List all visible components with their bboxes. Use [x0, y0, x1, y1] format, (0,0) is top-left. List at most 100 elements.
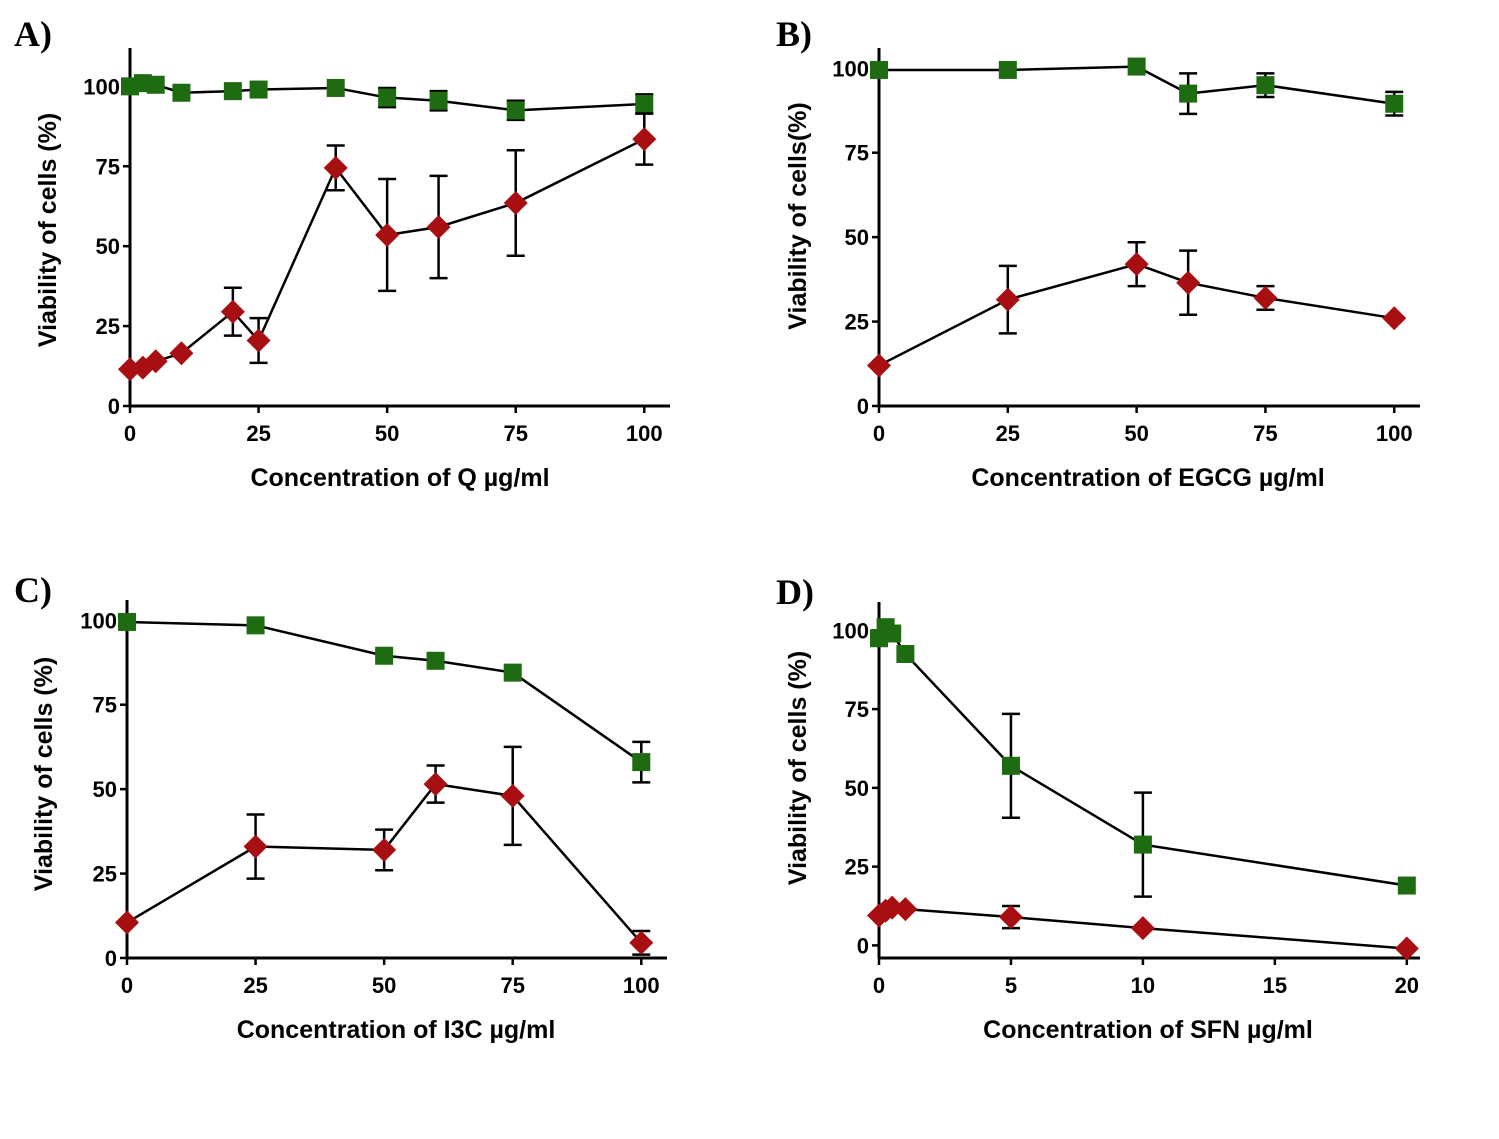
panel-b: B) Concentration of EGCG µg/ml Viability…	[776, 14, 1420, 492]
y-axis-title-a: Viability of cells (%)	[34, 113, 62, 347]
data-point-diamond-a-8	[426, 215, 451, 239]
x-tick-label-b-3: 75	[1253, 421, 1277, 446]
data-point-diamond-c-1	[243, 834, 268, 859]
x-axis-title-a: Concentration of Q µg/ml	[250, 464, 549, 492]
data-point-square-b-5	[1385, 94, 1404, 113]
x-tick-label-d-0: 0	[873, 973, 885, 998]
y-tick-label-c-0: 0	[105, 946, 117, 971]
x-tick-label-c-1: 25	[243, 973, 267, 998]
data-point-square-d-5	[1133, 835, 1152, 854]
x-tick-label-b-1: 25	[996, 421, 1020, 446]
data-point-diamond-a-9	[503, 191, 528, 216]
x-tick-label-d-1: 5	[1005, 973, 1017, 998]
data-point-square-c-4	[503, 663, 522, 682]
panel-label-c: C)	[14, 570, 52, 610]
data-point-diamond-b-1	[995, 287, 1020, 312]
data-point-diamond-d-4	[998, 905, 1023, 930]
x-tick-label-d-2: 10	[1131, 973, 1155, 998]
y-axis-title-b: Viability of cells(%)	[784, 102, 812, 329]
x-tick-label-b-4: 100	[1376, 421, 1413, 446]
data-point-diamond-a-6	[323, 155, 348, 180]
data-point-diamond-c-2	[372, 837, 397, 862]
data-point-diamond-b-2	[1124, 252, 1149, 277]
x-tick-label-c-3: 75	[500, 973, 524, 998]
data-point-square-a-3	[172, 83, 191, 102]
data-point-diamond-b-4	[1253, 285, 1278, 310]
data-point-square-a-2	[146, 75, 165, 94]
data-point-diamond-d-5	[1130, 916, 1155, 941]
x-tick-label-d-3: 15	[1263, 973, 1287, 998]
data-point-diamond-a-7	[375, 222, 400, 247]
y-tick-label-b-0: 0	[857, 394, 869, 419]
data-point-diamond-a-3	[169, 341, 194, 366]
data-point-diamond-b-3	[1176, 270, 1201, 295]
data-point-square-a-5	[249, 80, 268, 99]
x-tick-label-a-2: 50	[375, 421, 399, 446]
data-point-diamond-b-5	[1382, 306, 1407, 331]
data-point-square-d-2	[883, 624, 902, 643]
data-point-diamond-a-4	[220, 299, 245, 324]
y-axis-title-d: Viability of cells (%)	[784, 651, 812, 885]
data-point-square-d-6	[1397, 876, 1416, 895]
data-point-diamond-a-10	[632, 127, 657, 152]
y-axis-title-c: Viability of cells (%)	[30, 657, 58, 891]
data-point-square-c-1	[246, 616, 265, 635]
data-point-square-a-7	[378, 88, 397, 107]
data-point-square-b-1	[998, 60, 1017, 79]
x-tick-label-c-0: 0	[121, 973, 133, 998]
panel-label-a: A)	[14, 14, 52, 54]
y-tick-label-b-3: 75	[845, 141, 869, 166]
panel-a: A) Concentration of Q µg/ml Viability of…	[14, 14, 670, 492]
data-point-diamond-c-0	[115, 910, 139, 935]
data-point-square-c-3	[426, 651, 445, 670]
data-point-square-d-3	[896, 644, 915, 663]
y-tick-label-a-1: 25	[96, 314, 120, 339]
data-point-square-b-2	[1127, 57, 1146, 76]
y-tick-label-d-2: 50	[845, 776, 869, 801]
panel-label-d: D)	[776, 572, 814, 612]
data-point-square-a-10	[635, 94, 654, 113]
data-point-diamond-a-5	[246, 328, 271, 353]
x-tick-label-c-4: 100	[623, 973, 660, 998]
y-tick-label-d-4: 100	[832, 618, 869, 643]
data-point-diamond-d-3	[893, 897, 918, 922]
x-tick-label-b-2: 50	[1124, 421, 1148, 446]
y-tick-label-b-4: 100	[832, 56, 869, 81]
series-line-c-0	[126, 620, 642, 764]
y-tick-label-a-3: 75	[96, 154, 120, 179]
y-tick-label-b-1: 25	[845, 310, 869, 335]
panel-label-b: B)	[776, 14, 812, 54]
x-axis-title-d: Concentration of SFN µg/ml	[983, 1016, 1313, 1044]
data-point-square-a-4	[223, 82, 242, 101]
y-tick-label-a-4: 100	[83, 74, 120, 99]
x-axis-title-b: Concentration of EGCG µg/ml	[971, 464, 1324, 492]
series-line-b-0	[879, 65, 1395, 105]
data-point-diamond-b-0	[867, 353, 891, 378]
y-tick-label-c-3: 75	[93, 693, 117, 718]
x-tick-label-a-0: 0	[124, 421, 136, 446]
data-point-square-c-0	[118, 612, 136, 631]
data-point-diamond-c-5	[629, 930, 654, 955]
data-point-square-c-5	[632, 753, 651, 772]
data-point-diamond-d-6	[1394, 936, 1419, 961]
data-point-square-b-3	[1179, 84, 1198, 103]
series-line-b-1	[878, 262, 1395, 367]
data-point-square-d-4	[1001, 756, 1020, 775]
data-point-square-c-2	[375, 646, 394, 665]
y-tick-label-c-2: 50	[93, 777, 117, 802]
data-point-square-b-4	[1256, 76, 1275, 95]
y-tick-label-d-3: 75	[845, 697, 869, 722]
panel-d: D) Concentration of SFN µg/ml Viability …	[776, 572, 1420, 1044]
y-tick-label-d-1: 25	[845, 855, 869, 880]
y-tick-label-d-0: 0	[857, 933, 869, 958]
y-tick-label-c-4: 100	[80, 608, 117, 633]
x-axis-title-c: Concentration of I3C µg/ml	[237, 1016, 556, 1044]
y-tick-label-c-1: 25	[93, 862, 117, 887]
data-point-square-a-6	[326, 78, 345, 97]
data-point-square-a-8	[429, 91, 448, 110]
data-point-square-b-0	[870, 60, 888, 79]
x-tick-label-a-4: 100	[626, 421, 663, 446]
panel-c: C) Concentration of I3C µg/ml Viability …	[14, 570, 667, 1044]
x-tick-label-b-0: 0	[873, 421, 885, 446]
x-tick-label-a-3: 75	[503, 421, 527, 446]
